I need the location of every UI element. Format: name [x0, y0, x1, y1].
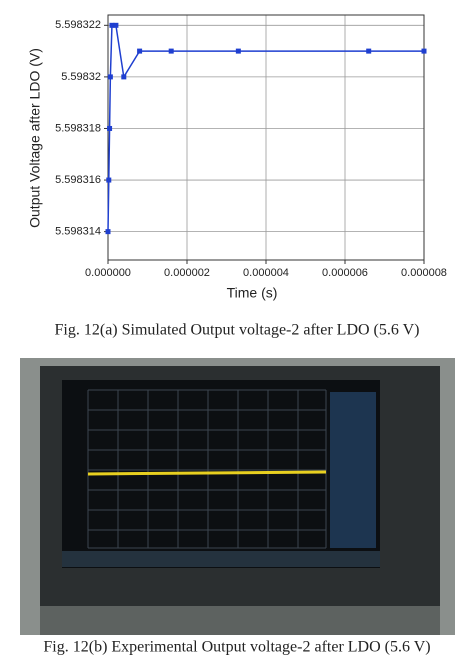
x-axis-title: Time (s) [227, 285, 278, 301]
data-point [106, 177, 112, 183]
data-point [105, 229, 111, 235]
scope-side-panel [330, 392, 376, 548]
data-point [121, 74, 127, 80]
scope-softkeys [62, 551, 380, 567]
y-tick-label: 5.598322 [55, 19, 101, 31]
data-line [107, 24, 424, 232]
data-point [109, 22, 115, 28]
x-tick-label: 0.000000 [85, 267, 131, 279]
scope-base [40, 606, 440, 635]
data-point [107, 125, 113, 131]
data-point [168, 48, 174, 54]
x-tick-label: 0.000002 [164, 267, 210, 279]
data-point [366, 48, 372, 54]
photo [20, 358, 455, 635]
y-tick-label: 5.598314 [55, 226, 101, 238]
x-tick-label: 0.000004 [243, 267, 289, 279]
y-axis-title: Output Voltage after LDO (V) [27, 48, 43, 228]
data-point [235, 48, 241, 54]
y-tick-label: 5.598316 [55, 174, 101, 186]
y-tick-label: 5.59832 [61, 71, 101, 83]
x-tick-label: 0.000008 [401, 267, 447, 279]
data-point [421, 48, 427, 54]
caption: Fig. 12(b) Experimental Output voltage-2… [43, 639, 430, 656]
scope-trace [87, 470, 327, 476]
scope-grid [87, 389, 327, 549]
data-point [113, 22, 119, 28]
y-tick-label: 5.598318 [55, 122, 101, 134]
plot-frame [107, 14, 425, 261]
chart: 5.598314 5.598316 5.598318 5.59832 5.598322 0… [55, 14, 447, 279]
data-point [137, 48, 143, 54]
data-point [107, 74, 113, 80]
caption: Fig. 12(a) Simulated Output voltage-2 af… [55, 322, 420, 339]
x-tick-label: 0.000006 [322, 267, 368, 279]
